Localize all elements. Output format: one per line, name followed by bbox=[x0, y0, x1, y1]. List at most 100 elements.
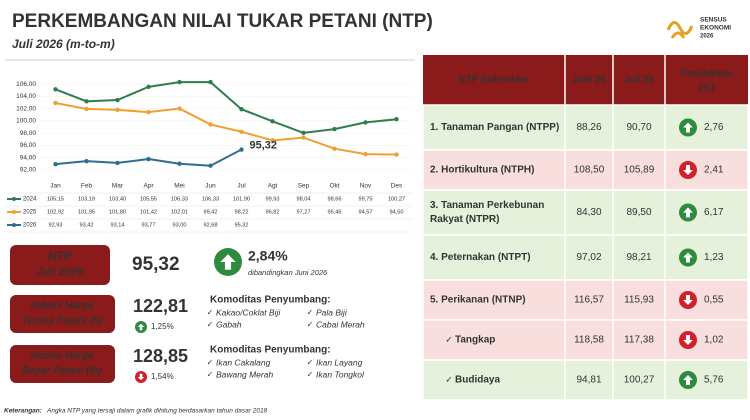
point bbox=[84, 99, 89, 104]
point bbox=[239, 129, 244, 134]
commodity-item: Kakao/Coklat Biji bbox=[216, 307, 281, 317]
legend-dot bbox=[12, 223, 16, 227]
x-tick-label: Des bbox=[391, 183, 403, 190]
y-tick-label: 106,00 bbox=[16, 81, 36, 88]
y-tick-label: 98,00 bbox=[20, 130, 37, 137]
cell-change: 0,55 bbox=[704, 295, 724, 306]
table-value: 99,75 bbox=[359, 196, 373, 202]
table-value: 102,01 bbox=[171, 209, 188, 215]
arrow-glyph bbox=[137, 323, 145, 331]
cell-jun: 116,57 bbox=[574, 295, 604, 306]
table-value: 99,42 bbox=[204, 209, 218, 215]
point bbox=[332, 126, 337, 132]
row-label: 5. Perikanan (NTNP) bbox=[430, 295, 526, 306]
cell-change: 5,76 bbox=[704, 375, 724, 386]
cell-jul: 100,27 bbox=[624, 375, 655, 386]
ntp-value: 95,32 bbox=[132, 254, 180, 275]
column-header: (%) bbox=[699, 83, 715, 94]
x-tick-label: Jun bbox=[205, 183, 216, 190]
table-value: 94,57 bbox=[359, 209, 373, 215]
index-value: 122,81 bbox=[133, 296, 188, 316]
table-value: 106,33 bbox=[202, 196, 219, 202]
cell-change: 2,76 bbox=[704, 122, 724, 133]
legend-dot bbox=[12, 197, 16, 201]
point bbox=[208, 122, 213, 127]
point bbox=[84, 106, 89, 112]
cell-jul: 105,89 bbox=[624, 165, 655, 176]
x-tick-label: Apr bbox=[143, 183, 154, 190]
cell-change: 2,41 bbox=[704, 165, 724, 176]
table-value: 105,55 bbox=[140, 196, 157, 202]
row-label: 1. Tanaman Pangan (NTPP) bbox=[430, 122, 559, 133]
ntp-label: NTP bbox=[48, 249, 73, 263]
cell-jul: 117,38 bbox=[624, 335, 654, 346]
table-value: 103,40 bbox=[109, 196, 126, 202]
arrow-glyph bbox=[683, 295, 693, 305]
row-label: 4. Peternakan (NTPT) bbox=[430, 252, 531, 263]
row-label: Tangkap bbox=[455, 335, 495, 346]
x-tick-label: Jul bbox=[237, 183, 246, 190]
arrow-glyph bbox=[683, 122, 693, 133]
check: ✓ bbox=[307, 370, 314, 379]
check: ✓ bbox=[307, 320, 314, 329]
x-tick-label: Mar bbox=[112, 183, 124, 190]
table-value: 93,00 bbox=[173, 222, 187, 228]
point bbox=[363, 120, 368, 125]
legend-dot bbox=[12, 210, 16, 214]
arrow-glyph bbox=[137, 373, 145, 381]
check: ✓ bbox=[207, 308, 214, 317]
commodity-item: Ikan Cakalang bbox=[216, 357, 271, 367]
cell-jun: 118,58 bbox=[574, 335, 604, 346]
ntp-note: dibandingkan Juni 2026 bbox=[248, 268, 328, 277]
table-value: 102,92 bbox=[47, 209, 64, 215]
point bbox=[53, 100, 58, 106]
point bbox=[146, 156, 151, 162]
check: ✓ bbox=[307, 358, 314, 367]
column-header: Perubahan bbox=[681, 69, 733, 80]
table-value: 95,32 bbox=[235, 222, 249, 228]
ntp-label: Juli 2026 bbox=[37, 266, 84, 278]
point bbox=[146, 109, 151, 115]
commodity-heading: Komoditas Penyumbang: bbox=[210, 345, 331, 356]
table-value: 93,14 bbox=[111, 222, 125, 228]
index-label: Terima Petani (It) bbox=[22, 316, 103, 327]
index-label: Bayar Petani (Ib) bbox=[23, 366, 103, 377]
point bbox=[394, 117, 399, 122]
table-value: 105,15 bbox=[47, 196, 64, 202]
x-tick-label: Okt bbox=[329, 183, 339, 190]
table-value: 93,42 bbox=[80, 222, 94, 228]
table-value: 103,19 bbox=[78, 196, 95, 202]
y-tick-label: 102,00 bbox=[16, 105, 36, 112]
series-line bbox=[55, 81, 397, 134]
check: ✓ bbox=[445, 374, 453, 384]
point bbox=[208, 79, 213, 85]
legend-label: 2026 bbox=[23, 223, 37, 229]
index-label: Indeks Harga bbox=[31, 351, 94, 362]
point bbox=[270, 119, 275, 124]
table-value: 101,80 bbox=[109, 209, 126, 215]
cell-jun: 108,50 bbox=[574, 165, 605, 176]
point bbox=[301, 130, 306, 136]
label-box bbox=[10, 245, 110, 285]
row-label: Rakyat (NTPR) bbox=[430, 214, 499, 225]
arrow-glyph bbox=[683, 207, 693, 218]
point bbox=[208, 163, 213, 168]
check: ✓ bbox=[445, 334, 453, 344]
check: ✓ bbox=[207, 320, 214, 329]
legend-label: 2024 bbox=[23, 197, 37, 203]
x-tick-label: Agt bbox=[268, 183, 278, 190]
logo-text: EKONOMI bbox=[700, 25, 731, 32]
point bbox=[332, 146, 337, 151]
point bbox=[84, 158, 89, 164]
row-label: 3. Tanaman Perkebunan bbox=[430, 200, 544, 211]
logo-mark bbox=[666, 21, 694, 39]
logo-text: SENSUS bbox=[700, 17, 727, 24]
index-change: 1,25% bbox=[151, 322, 174, 331]
point bbox=[115, 97, 120, 103]
point bbox=[270, 138, 275, 143]
commodity-item: Ikan Layang bbox=[316, 357, 363, 367]
commodity-item: Cabai Merah bbox=[316, 319, 365, 329]
point bbox=[301, 135, 306, 140]
